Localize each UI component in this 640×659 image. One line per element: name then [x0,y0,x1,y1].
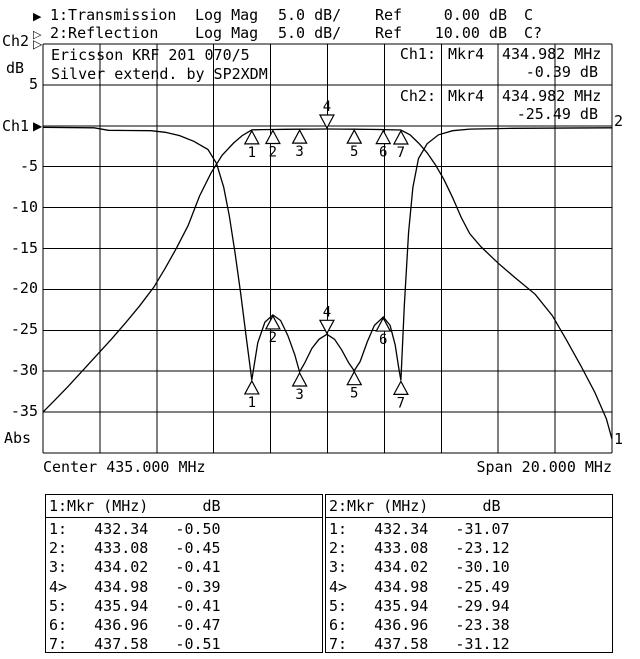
trace2-measurement: 2:Reflection [50,24,159,42]
marker-ch2-4-label: 4 [323,304,331,320]
ch1-marker-table-body: 1: 432.34 -0.50 2: 433.08 -0.45 3: 434.02 … [46,518,322,654]
y-tick-5: 5 [28,74,38,93]
ch2-marker-table-header: 2:Mkr (MHz) dB [326,495,612,518]
center-frequency-label: Center 435.000 MHz [43,458,206,476]
trace1-scale: 5.0 dB/ [278,6,342,24]
marker-ch1-1-label: 1 [248,145,256,161]
marker-ch2-2-triangle [264,314,281,330]
marker-ch2-5-triangle [346,370,363,386]
ch1-readout-value: -0.39 dB [525,63,598,81]
ch1-ref-arrow-icon: ▶ [33,119,43,133]
trace2-header-row: ▷ 2:Reflection Log Mag 5.0 dB/ Ref 10.00… [33,25,542,43]
ch2-readout-freq: 434.982 MHz [502,87,602,105]
mkr-table2-row-2: 2: 433.08 -23.12 [329,539,510,558]
mkr-table2-row-1: 1: 432.34 -31.07 [329,520,510,538]
mkr-table2-row-3: 3: 434.02 -30.10 [329,558,510,577]
marker-ch1-7-triangle [392,129,409,145]
trace1-active-icon: ▶ [33,10,42,23]
marker-ch1-6-label: 6 [379,145,387,161]
ch2-marker-table-body: 1: 432.34 -31.07 2: 433.08 -23.12 3: 434.0… [326,518,612,654]
ch2-axis-label: Ch2 [2,32,30,50]
mkr-table1-row-2: 2: 433.08 -0.45 [49,539,221,558]
y-tick--15: -15 [10,238,38,257]
ch1-readout-marker: Mkr4 [448,45,485,63]
y-unit-label: dB [6,59,25,77]
marker-ch1-2-triangle [264,129,281,145]
trace1-ref-label: Ref [375,6,403,24]
marker-ch1-5-label: 5 [350,144,358,160]
marker-ch2-7-triangle [392,380,409,395]
marker-ch2-2-label: 2 [269,330,277,346]
trace2-scale: 5.0 dB/ [278,24,342,42]
marker-ch2-1-label: 1 [248,395,256,411]
trace1-cal-status: C [524,6,534,24]
marker-ch2-3-label: 3 [295,387,303,403]
y-tick--5: -5 [19,156,38,175]
trace1-end-label: 1 [614,430,624,448]
marker-ch1-5-triangle [346,128,363,144]
trace-reflection [42,126,613,381]
marker-ch1-3-label: 3 [295,144,303,160]
ch2-readout-value: -25.49 dB [516,105,598,123]
abs-label: Abs [4,429,32,447]
marker-ch1-4-triangle [318,114,335,130]
trace1-ref-value: 0.00 dB [443,6,507,24]
trace2-ref-label: Ref [375,24,403,42]
ch2-readout-marker: Mkr4 [448,87,485,105]
trace2-inactive-icon: ▷ [33,28,42,41]
mkr-table2-row-5: 5: 435.94 -29.94 [329,596,510,615]
mkr-table2-row-4: 4> 434.98 -25.49 [329,577,510,596]
marker-ch2-6-triangle [375,316,392,332]
marker-ch1-1-triangle [243,129,260,145]
y-tick--20: -20 [10,279,38,298]
marker-ch2-7-label: 7 [397,395,405,411]
ch1-marker-table: 1:Mkr (MHz) dB 1: 432.34 -0.50 2: 433.08 … [45,494,323,653]
marker-ch1-4-label: 4 [323,99,331,115]
y-tick--10: -10 [10,197,38,216]
y-tick--35: -35 [10,402,38,421]
device-title-line1: Ericsson KRF 201 070/5 [51,46,250,64]
mkr-table1-row-4: 4> 434.98 -0.39 [49,577,221,596]
trace2-format: Log Mag [195,24,259,42]
trace2-cal-status: C? [524,24,543,42]
mkr-table1-row-1: 1: 432.34 -0.50 [49,520,221,538]
ch1-readout-channel: Ch1: [399,45,436,63]
device-title-line2: Silver extend. by SP2XDM [51,65,268,83]
trace1-format: Log Mag [195,6,259,24]
marker-ch2-5-label: 5 [350,386,358,402]
marker-ch1-3-triangle [291,128,308,144]
marker-ch2-3-triangle [291,371,308,387]
marker-ch1-6-triangle [375,129,392,145]
trace1-header-row: ▶ 1:Transmission Log Mag 5.0 dB/ Ref 0.0… [33,7,533,25]
mkr-table2-row-7: 7: 437.58 -31.12 [329,635,510,654]
mkr-table1-row-5: 5: 435.94 -0.41 [49,596,221,615]
ch2-ref-arrow-icon: ▷ [33,37,43,51]
mkr-table1-row-7: 7: 437.58 -0.51 [49,635,221,654]
marker-ch1-7-label: 7 [397,145,405,161]
y-tick--25: -25 [10,320,38,339]
trace2-end-label: 2 [614,112,624,130]
trace1-measurement: 1:Transmission [50,6,177,24]
marker-ch2-6-label: 6 [379,332,387,348]
trace2-ref-value: 10.00 dB [434,24,507,42]
ch1-axis-label: Ch1 [2,117,30,135]
mkr-table2-row-6: 6: 436.96 -23.38 [329,616,510,635]
ch1-marker-table-header: 1:Mkr (MHz) dB [46,495,322,518]
ch2-readout-channel: Ch2: [399,87,436,105]
marker-ch2-1-triangle [243,379,260,395]
mkr-table1-row-6: 6: 436.96 -0.47 [49,616,221,635]
ch1-readout-freq: 434.982 MHz [502,45,602,63]
ch2-marker-table: 2:Mkr (MHz) dB 1: 432.34 -31.07 2: 433.08… [325,494,613,653]
y-tick--30: -30 [10,361,38,380]
span-label: Span 20.000 MHz [476,458,612,476]
marker-ch1-2-label: 2 [269,144,277,160]
mkr-table1-row-3: 3: 434.02 -0.41 [49,558,221,577]
marker-ch2-4-triangle [318,319,335,335]
